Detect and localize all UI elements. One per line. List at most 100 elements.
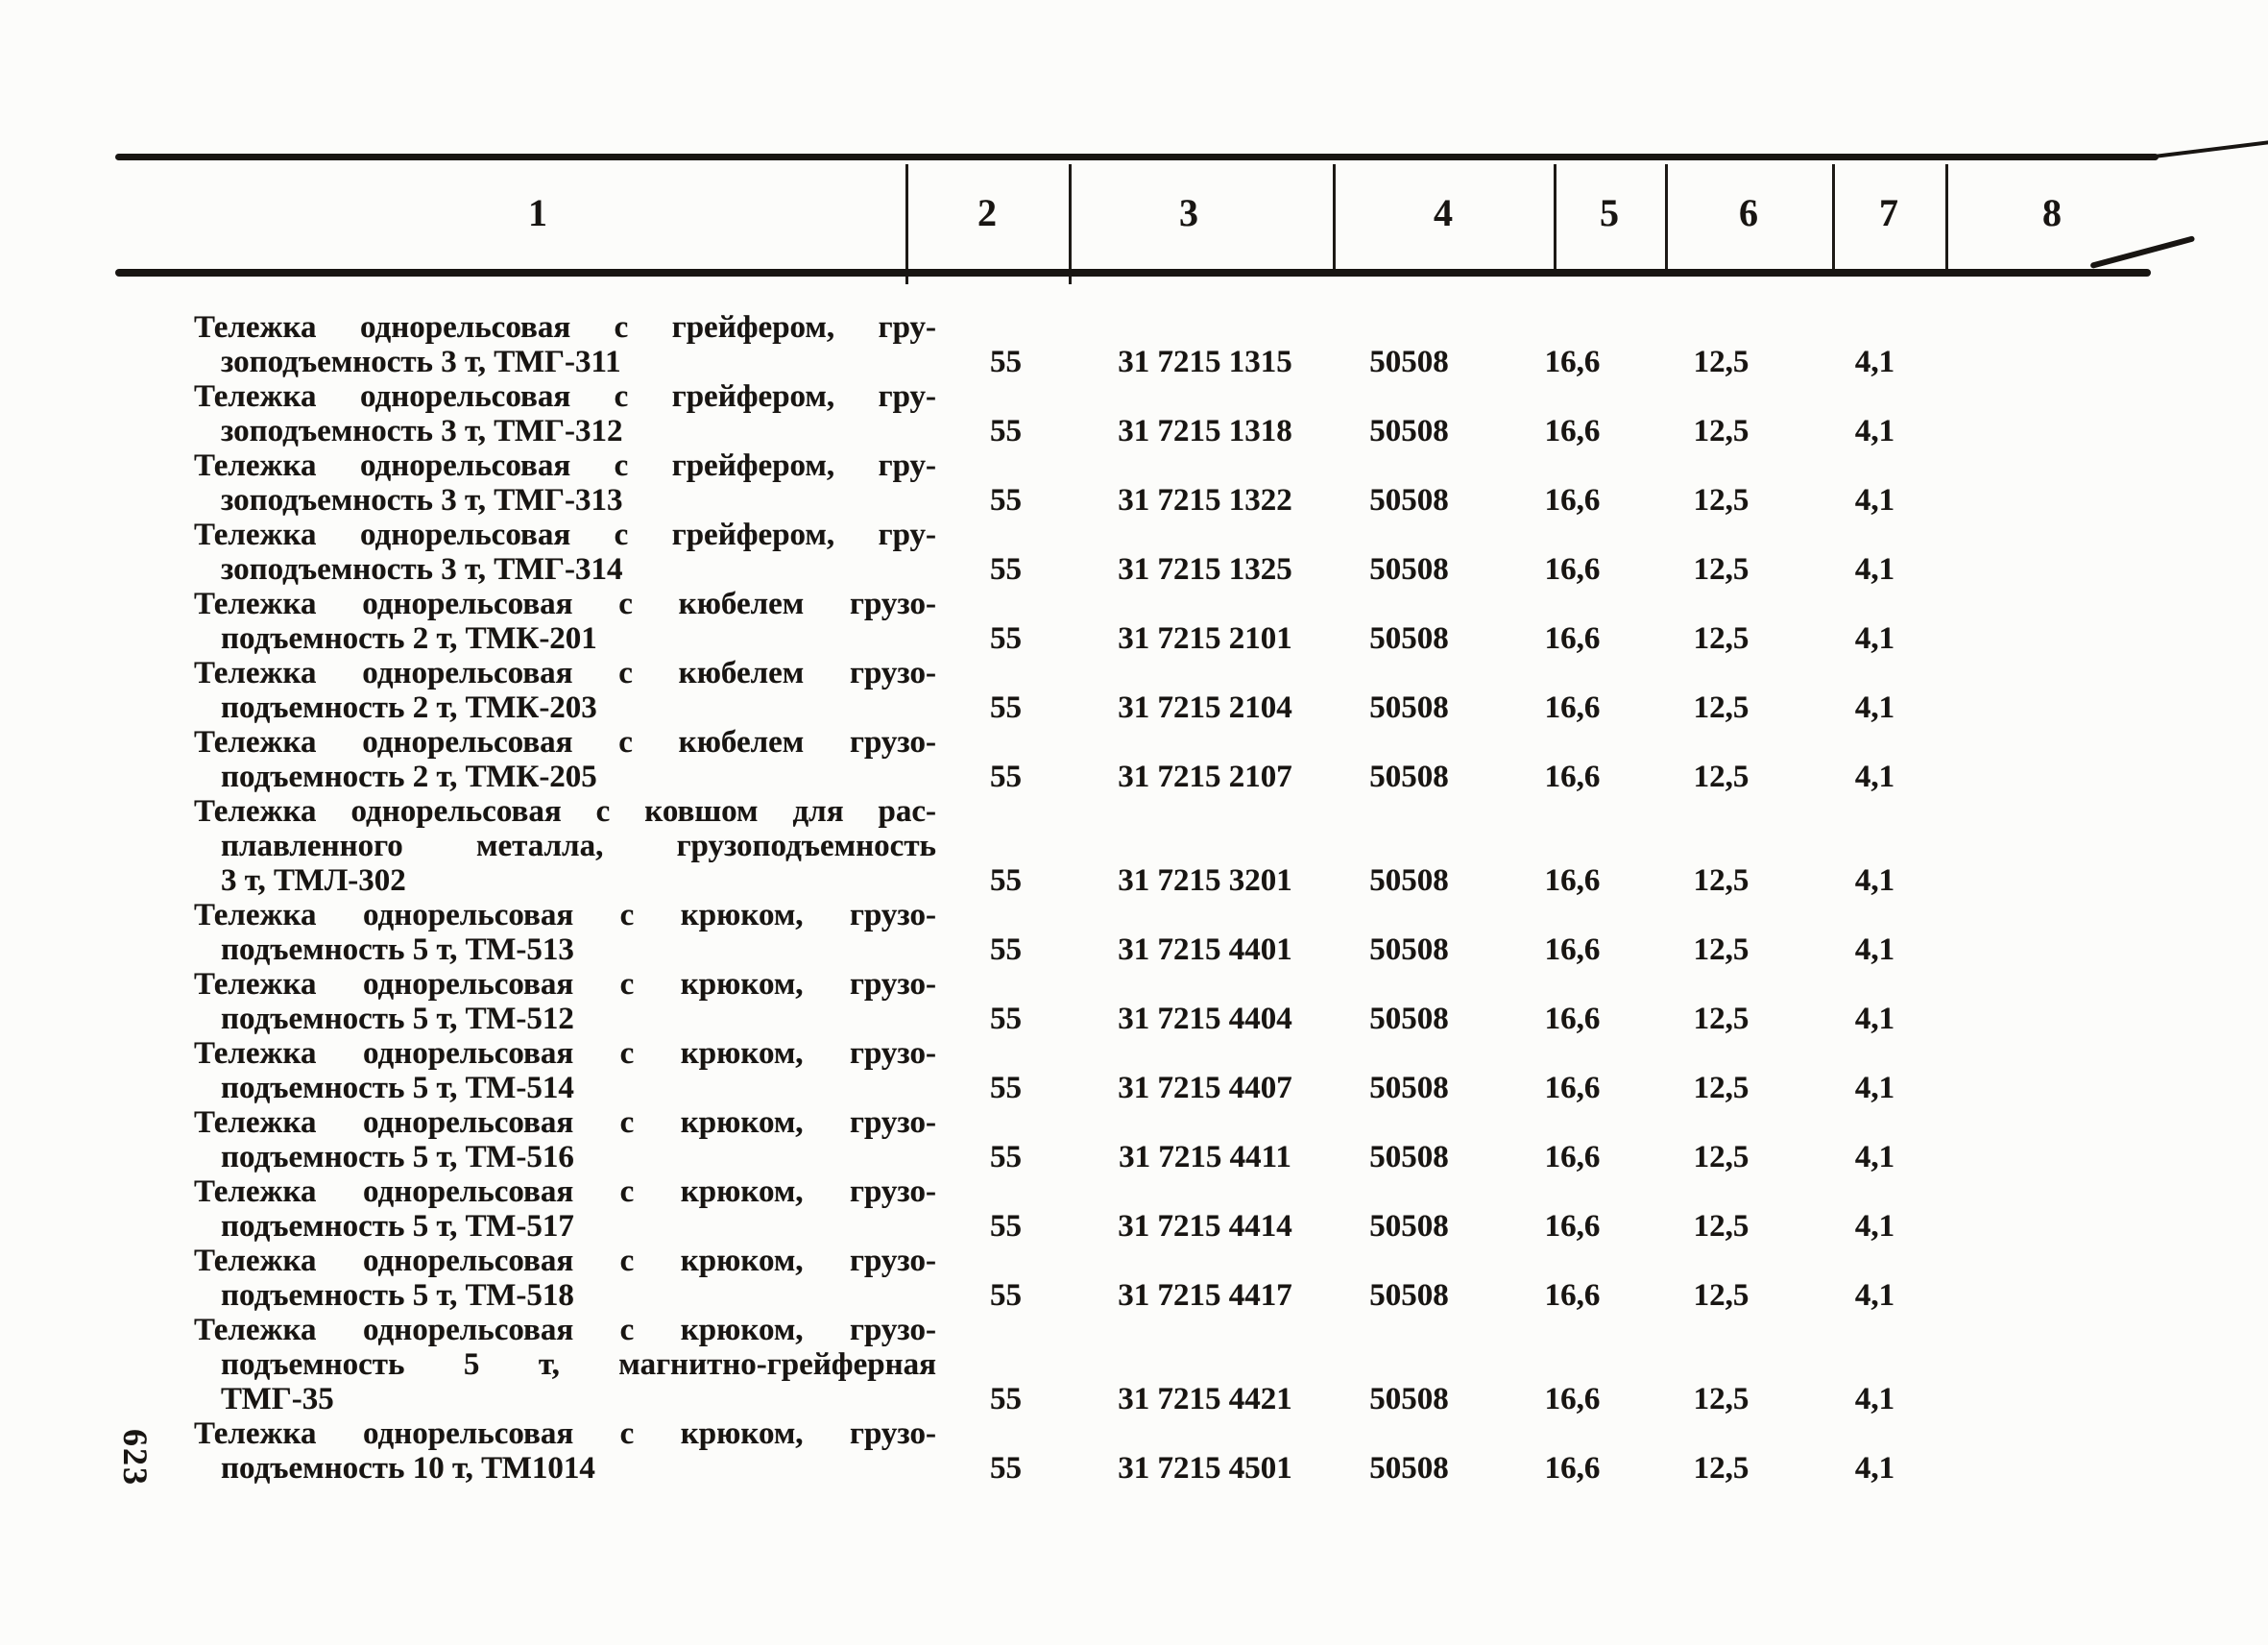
header-col-2: 2: [977, 191, 997, 234]
description-line: Тележка однорельсовая с ковшом для рас-: [194, 794, 936, 829]
cell-col2: 55: [990, 932, 1022, 967]
cell-col5: 16,6: [1544, 621, 1601, 656]
cell-col7: 4,1: [1854, 690, 1895, 725]
cell-col5: 16,6: [1544, 1382, 1601, 1416]
table-row: Тележка однорельсовая с грейфером, гру-з…: [115, 448, 2160, 518]
description-line: Тележка однорельсовая с крюком, грузо-: [194, 1313, 936, 1347]
cell-col5: 16,6: [1544, 932, 1601, 967]
column-separator: [1069, 164, 1072, 284]
table-row: Тележка однорельсовая с кюбелем грузо-по…: [115, 725, 2160, 794]
description-line: Тележка однорельсовая с крюком, грузо-: [194, 1036, 936, 1071]
cell-col5: 16,6: [1544, 414, 1601, 448]
cell-col3-code: 31 7215 2104: [1118, 690, 1292, 725]
cell-col2: 55: [990, 1209, 1022, 1244]
cell-col4: 50508: [1369, 552, 1449, 587]
description-line: подъемность 5 т, ТМ-513: [221, 932, 574, 967]
row-description: Тележка однорельсовая с крюком, грузо-по…: [115, 1416, 936, 1486]
cell-col7: 4,1: [1854, 863, 1895, 898]
cell-col3-code: 31 7215 1325: [1118, 552, 1292, 587]
table-row: Тележка однорельсовая с ковшом для рас-п…: [115, 794, 2160, 898]
table-row: Тележка однорельсовая с грейфером, гру-з…: [115, 310, 2160, 379]
cell-col3-code: 31 7215 4417: [1118, 1278, 1292, 1313]
cell-col2: 55: [990, 621, 1022, 656]
description-line: Тележка однорельсовая с крюком, грузо-: [194, 1416, 936, 1451]
description-line: подъемность 2 т, ТМК-203: [221, 690, 597, 725]
column-separator: [905, 164, 908, 284]
description-line: Тележка однорельсовая с крюком, грузо-: [194, 967, 936, 1002]
row-description: Тележка однорельсовая с кюбелем грузо-по…: [115, 587, 936, 656]
cell-col2: 55: [990, 863, 1022, 898]
header-col-7: 7: [1879, 191, 1898, 234]
description-line: подъемность 5 т, ТМ-512: [221, 1002, 574, 1036]
cell-col5: 16,6: [1544, 863, 1601, 898]
page-number: 623: [116, 1429, 155, 1487]
row-description: Тележка однорельсовая с грейфером, гру-з…: [115, 448, 936, 518]
table-row: Тележка однорельсовая с кюбелем грузо-по…: [115, 656, 2160, 725]
description-line: подъемность 5 т, ТМ-517: [221, 1209, 574, 1244]
cell-col2: 55: [990, 345, 1022, 379]
cell-col2: 55: [990, 414, 1022, 448]
cell-col7: 4,1: [1854, 1451, 1895, 1486]
cell-col2: 55: [990, 690, 1022, 725]
table-row: Тележка однорельсовая с крюком, грузо-по…: [115, 967, 2160, 1036]
cell-col3-code: 31 7215 4401: [1118, 932, 1292, 967]
header-col-6: 6: [1739, 191, 1758, 234]
cell-col4: 50508: [1369, 1209, 1449, 1244]
cell-col4: 50508: [1369, 760, 1449, 794]
row-description: Тележка однорельсовая с крюком, грузо-по…: [115, 1244, 936, 1313]
cell-col2: 55: [990, 1382, 1022, 1416]
cell-col6: 12,5: [1693, 932, 1749, 967]
cell-col4: 50508: [1369, 932, 1449, 967]
cell-col4: 50508: [1369, 1071, 1449, 1105]
table-body: Тележка однорельсовая с грейфером, гру-з…: [115, 310, 2160, 1486]
table-header: 1 2 3 4 5 6 7 8: [115, 138, 2268, 284]
cell-col3-code: 31 7215 4407: [1118, 1071, 1292, 1105]
row-description: Тележка однорельсовая с кюбелем грузо-по…: [115, 656, 936, 725]
cell-col6: 12,5: [1693, 1140, 1749, 1174]
row-description: Тележка однорельсовая с кюбелем грузо-по…: [115, 725, 936, 794]
table: 1 2 3 4 5 6 7 8 Тележка однорельсовая с …: [115, 138, 2268, 1486]
cell-col7: 4,1: [1854, 621, 1895, 656]
row-description: Тележка однорельсовая с крюком, грузо-по…: [115, 1105, 936, 1174]
description-line: зоподъемность 3 т, ТМГ-313: [221, 483, 623, 518]
column-separator: [1554, 164, 1556, 272]
cell-col2: 55: [990, 1451, 1022, 1486]
table-row: Тележка однорельсовая с кюбелем грузо-по…: [115, 587, 2160, 656]
row-description: Тележка однорельсовая с крюком, грузо-по…: [115, 898, 936, 967]
description-line: подъемность 5 т, магнитно-грейферная: [221, 1347, 936, 1382]
cell-col2: 55: [990, 1071, 1022, 1105]
cell-col3-code: 31 7215 3201: [1118, 863, 1292, 898]
header-top-rule: [115, 154, 2159, 160]
cell-col4: 50508: [1369, 863, 1449, 898]
cell-col3-code: 31 7215 4411: [1119, 1140, 1291, 1174]
row-description: Тележка однорельсовая с грейфером, гру-з…: [115, 518, 936, 587]
cell-col4: 50508: [1369, 1382, 1449, 1416]
cell-col5: 16,6: [1544, 345, 1601, 379]
cell-col6: 12,5: [1693, 552, 1749, 587]
row-description: Тележка однорельсовая с крюком, грузо-по…: [115, 1036, 936, 1105]
cell-col7: 4,1: [1854, 345, 1895, 379]
cell-col6: 12,5: [1693, 1002, 1749, 1036]
description-line: ТМГ-35: [221, 1382, 334, 1416]
cell-col5: 16,6: [1544, 690, 1601, 725]
header-bottom-rule: [115, 269, 2151, 277]
header-top-rule-flourish: [2145, 138, 2268, 159]
description-line: зоподъемность 3 т, ТМГ-311: [221, 345, 621, 379]
table-row: Тележка однорельсовая с крюком, грузо-по…: [115, 1105, 2160, 1174]
description-line: Тележка однорельсовая с кюбелем грузо-: [194, 656, 936, 690]
cell-col7: 4,1: [1854, 760, 1895, 794]
cell-col2: 55: [990, 1002, 1022, 1036]
table-row: Тележка однорельсовая с крюком, грузо-по…: [115, 1313, 2160, 1416]
cell-col3-code: 31 7215 4421: [1118, 1382, 1292, 1416]
cell-col4: 50508: [1369, 621, 1449, 656]
cell-col2: 55: [990, 1140, 1022, 1174]
cell-col6: 12,5: [1693, 1209, 1749, 1244]
cell-col6: 12,5: [1693, 345, 1749, 379]
cell-col6: 12,5: [1693, 621, 1749, 656]
cell-col7: 4,1: [1854, 552, 1895, 587]
cell-col7: 4,1: [1854, 1278, 1895, 1313]
header-bottom-rule-flourish: [2089, 235, 2196, 269]
cell-col2: 55: [990, 1278, 1022, 1313]
column-separator: [1945, 164, 1948, 272]
